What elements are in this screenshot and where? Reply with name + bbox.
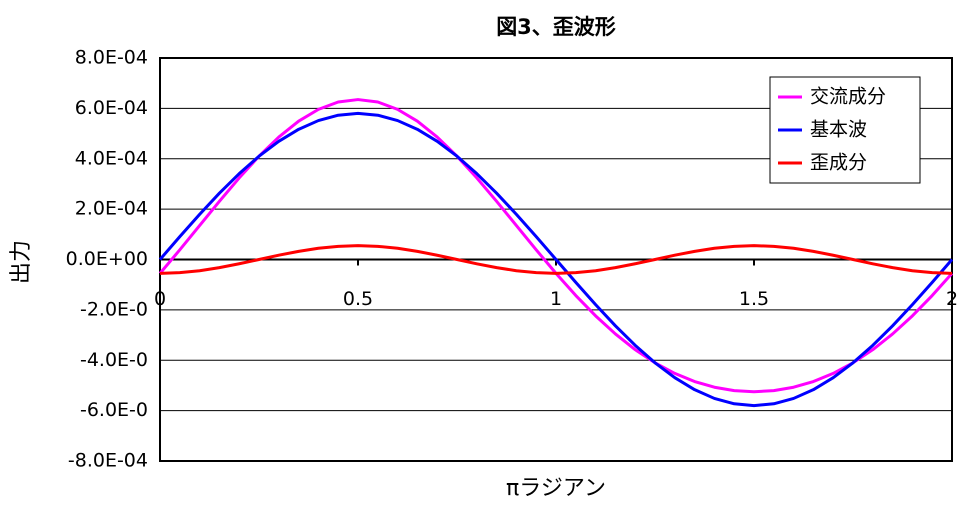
y-axis-label: 出力 — [9, 240, 34, 284]
y-tick-label: -8.0E-04 — [68, 450, 148, 472]
y-tick-label: 8.0E-04 — [75, 47, 148, 69]
chart-title: 図3、歪波形 — [496, 15, 616, 39]
x-tick-label: 0 — [154, 288, 166, 310]
y-tick-label: -4.0E-0 — [80, 349, 148, 371]
y-tick-label: -2.0E-0 — [80, 298, 148, 320]
y-tick-label: -6.0E-0 — [80, 399, 148, 421]
legend-label: 交流成分 — [810, 86, 886, 108]
y-tick-label: 2.0E-04 — [75, 198, 148, 220]
y-tick-label: 6.0E-04 — [75, 97, 148, 119]
series-line — [159, 244, 953, 275]
y-tick-label: 0.0E+00 — [66, 248, 148, 270]
x-axis-label: πラジアン — [506, 476, 606, 501]
legend-label: 基本波 — [810, 119, 867, 141]
y-tick-label: 4.0E-04 — [75, 147, 148, 169]
legend-label: 歪成分 — [810, 152, 867, 174]
series-line — [158, 111, 954, 408]
x-tick-label: 1 — [550, 288, 562, 310]
x-tick-label: 1.5 — [739, 288, 769, 310]
x-tick-label: 0.5 — [343, 288, 373, 310]
x-tick-label: 2 — [946, 288, 958, 310]
